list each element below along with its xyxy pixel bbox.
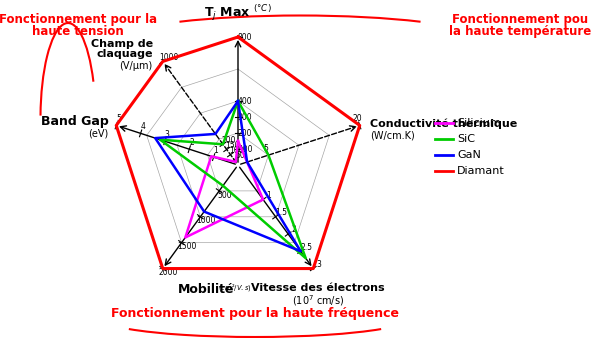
Text: 5: 5: [116, 114, 121, 123]
Text: 20: 20: [353, 114, 362, 123]
Text: T$_j$ Max $^{(°C)}$: T$_j$ Max $^{(°C)}$: [204, 3, 272, 23]
Text: 5: 5: [264, 144, 269, 153]
Text: 200: 200: [221, 136, 236, 145]
Text: 2.5: 2.5: [300, 243, 312, 252]
Text: 50: 50: [235, 151, 245, 160]
Text: Champ de: Champ de: [91, 40, 153, 49]
Text: Diamant: Diamant: [457, 166, 505, 176]
Text: 1: 1: [266, 191, 271, 200]
Text: 1000: 1000: [196, 216, 216, 225]
Text: Silicium: Silicium: [457, 118, 501, 128]
Text: 400: 400: [238, 97, 252, 105]
Text: $_{(cm²/V.s)}$: $_{(cm²/V.s)}$: [218, 282, 252, 294]
Text: SiC: SiC: [457, 134, 475, 144]
Text: GaN: GaN: [457, 150, 481, 160]
Text: (V/µm): (V/µm): [120, 62, 153, 71]
Text: 800: 800: [238, 32, 252, 42]
Text: (10$^7$ cm/s): (10$^7$ cm/s): [292, 294, 344, 308]
Text: 1.5: 1.5: [275, 208, 288, 217]
Text: 1: 1: [213, 146, 218, 155]
Text: 100: 100: [238, 145, 252, 153]
Text: 2: 2: [292, 225, 296, 235]
Text: 200: 200: [238, 128, 252, 138]
Text: 100: 100: [229, 146, 243, 155]
Text: 2: 2: [189, 138, 194, 147]
Text: 3: 3: [316, 260, 321, 269]
Text: claquage: claquage: [96, 49, 153, 59]
Text: la haute température: la haute température: [449, 25, 591, 38]
Text: 1500: 1500: [178, 242, 197, 251]
Text: Mobilité: Mobilité: [178, 283, 234, 295]
Text: 1000: 1000: [159, 53, 178, 62]
Text: 150: 150: [225, 141, 240, 150]
Text: 4: 4: [140, 122, 145, 131]
Text: (eV): (eV): [88, 128, 108, 139]
Text: Conductivité thermique: Conductivité thermique: [370, 118, 517, 129]
Text: 300: 300: [238, 113, 252, 121]
Text: Fonctionnement pou: Fonctionnement pou: [452, 13, 588, 26]
Text: (W/cm.K): (W/cm.K): [370, 130, 414, 141]
Text: Band Gap: Band Gap: [40, 115, 108, 128]
Text: haute tension: haute tension: [32, 25, 124, 38]
Text: Fonctionnement pour la: Fonctionnement pour la: [0, 13, 157, 26]
Text: Vitesse des électrons: Vitesse des électrons: [251, 283, 385, 293]
Text: 2000: 2000: [159, 268, 178, 277]
Text: 500: 500: [217, 191, 232, 199]
Text: Fonctionnement pour la haute fréquence: Fonctionnement pour la haute fréquence: [111, 307, 399, 320]
Text: 3: 3: [165, 130, 170, 139]
